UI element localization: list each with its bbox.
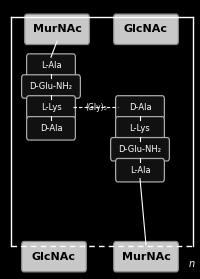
Text: L-Lys: L-Lys <box>130 124 150 133</box>
FancyBboxPatch shape <box>25 14 89 44</box>
Text: MurNAc: MurNAc <box>122 252 170 262</box>
FancyBboxPatch shape <box>22 75 80 98</box>
FancyBboxPatch shape <box>114 241 178 272</box>
Text: D-Glu-NH₂: D-Glu-NH₂ <box>30 82 72 91</box>
Text: MurNAc: MurNAc <box>33 24 81 34</box>
FancyBboxPatch shape <box>116 158 164 182</box>
Text: D-Glu-NH₂: D-Glu-NH₂ <box>118 145 162 154</box>
FancyBboxPatch shape <box>116 117 164 140</box>
Text: L-Lys: L-Lys <box>41 103 61 112</box>
FancyBboxPatch shape <box>27 54 75 77</box>
FancyBboxPatch shape <box>116 96 164 119</box>
FancyBboxPatch shape <box>114 14 178 44</box>
FancyBboxPatch shape <box>27 96 75 119</box>
Text: GlcNAc: GlcNAc <box>124 24 168 34</box>
Text: GlcNAc: GlcNAc <box>32 252 76 262</box>
Text: L-Ala: L-Ala <box>41 61 61 70</box>
Text: (Gly)₅: (Gly)₅ <box>85 103 107 112</box>
FancyBboxPatch shape <box>27 117 75 140</box>
Text: L-Ala: L-Ala <box>130 166 150 175</box>
FancyBboxPatch shape <box>22 241 86 272</box>
Text: D-Ala: D-Ala <box>40 124 62 133</box>
Text: D-Ala: D-Ala <box>129 103 151 112</box>
FancyBboxPatch shape <box>111 138 169 161</box>
Text: n: n <box>189 259 195 269</box>
